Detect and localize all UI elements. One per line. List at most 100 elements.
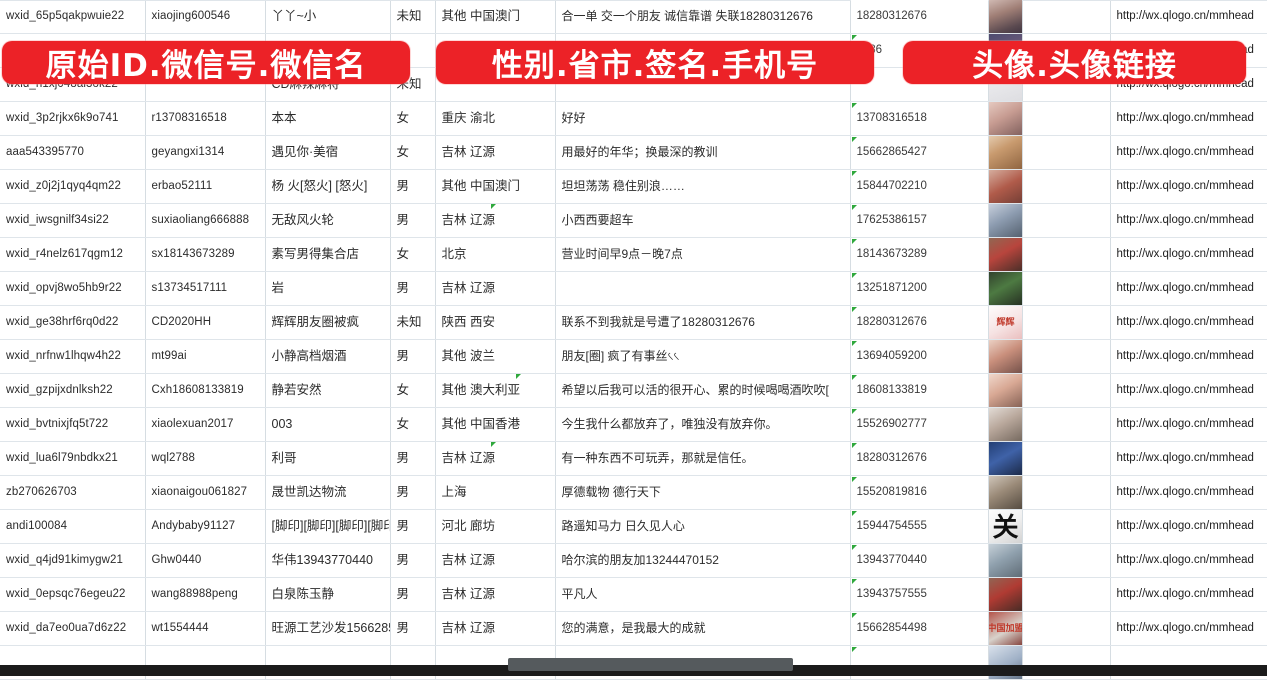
cell-original-id[interactable]: wxid_gzpijxdnlksh22	[0, 373, 146, 408]
cell-phone[interactable]: 15944754555	[850, 509, 989, 544]
cell-avatar[interactable]: 辉辉	[988, 305, 1023, 340]
cell-nickname[interactable]: 003	[265, 407, 391, 442]
cell-location[interactable]: 重庆 渝北	[435, 101, 556, 136]
cell-wxid[interactable]: suxiaoliang666888	[145, 203, 266, 238]
cell-spacer[interactable]	[1022, 101, 1111, 136]
cell-wxid[interactable]: xiaolexuan2017	[145, 407, 266, 442]
cell-phone[interactable]: 13694059200	[850, 339, 989, 374]
table-row[interactable]: wxid_gzpijxdnlksh22 Cxh18608133819 静若安然女其他…	[0, 373, 1267, 408]
cell-phone[interactable]: 13251871200	[850, 271, 989, 306]
cell-location[interactable]: 陕西 西安	[435, 305, 556, 340]
cell-location[interactable]: 其他 中国香港	[435, 407, 556, 442]
cell-original-id[interactable]: wxid_lua6l79nbdkx21	[0, 441, 146, 476]
cell-wxid[interactable]: CD2020HH	[145, 305, 266, 340]
cell-avatar[interactable]	[988, 271, 1023, 306]
cell-original-id[interactable]: wxid_bvtnixjfq5t722	[0, 407, 146, 442]
cell-avatar[interactable]: 中国加盟	[988, 611, 1023, 646]
cell-spacer[interactable]	[1022, 339, 1111, 374]
cell-sex[interactable]: 男	[390, 203, 436, 238]
cell-sex[interactable]: 男	[390, 509, 436, 544]
cell-location[interactable]: 吉林 辽源	[435, 577, 556, 612]
cell-nickname[interactable]: 杨 火[怒火] [怒火]	[265, 169, 391, 204]
table-row[interactable]: wxid_bvtnixjfq5t722 xiaolexuan2017 003 女其他 …	[0, 407, 1267, 442]
cell-sex[interactable]: 未知	[390, 305, 436, 340]
table-row[interactable]: wxid_r4nelz617qgm12 sx18143673289 素写男得集合店女…	[0, 237, 1267, 272]
cell-signature[interactable]: 小西西要超车	[555, 203, 851, 238]
cell-sex[interactable]: 男	[390, 169, 436, 204]
cell-signature[interactable]: 厚德载物 德行天下	[555, 475, 851, 510]
cell-location[interactable]: 其他 波兰	[435, 339, 556, 374]
cell-nickname[interactable]: 静若安然	[265, 373, 391, 408]
cell-sex[interactable]: 女	[390, 135, 436, 170]
table-row[interactable]: wxid_opvj8wo5hb9r22 s13734517111 岩男吉林 辽源 13…	[0, 271, 1267, 306]
cell-avatar[interactable]	[988, 373, 1023, 408]
cell-wxid[interactable]: wang88988peng	[145, 577, 266, 612]
cell-avatar-url[interactable]: http://wx.qlogo.cn/mmhead	[1110, 305, 1267, 340]
cell-nickname[interactable]: 白泉陈玉静	[265, 577, 391, 612]
cell-nickname[interactable]: 无敌风火轮	[265, 203, 391, 238]
cell-location[interactable]: 吉林 辽源	[435, 543, 556, 578]
cell-spacer[interactable]	[1022, 203, 1111, 238]
cell-location[interactable]: 其他 中国澳门	[435, 169, 556, 204]
table-row[interactable]: andi100084 Andybaby91127 [脚印][脚印][脚印][脚印男河…	[0, 509, 1267, 544]
cell-avatar[interactable]	[988, 339, 1023, 374]
cell-spacer[interactable]	[1022, 509, 1111, 544]
cell-spacer[interactable]	[1022, 475, 1111, 510]
cell-sex[interactable]: 男	[390, 611, 436, 646]
cell-phone[interactable]: 15526902777	[850, 407, 989, 442]
cell-signature[interactable]: 用最好的年华；换最深的教训	[555, 135, 851, 170]
cell-sex[interactable]: 女	[390, 101, 436, 136]
cell-wxid[interactable]: wt1554444	[145, 611, 266, 646]
cell-avatar-url[interactable]: http://wx.qlogo.cn/mmhead	[1110, 441, 1267, 476]
cell-phone[interactable]: 17625386157	[850, 203, 989, 238]
cell-signature[interactable]: 坦坦荡荡 稳住别浪……	[555, 169, 851, 204]
table-row[interactable]: wxid_ge38hrf6rq0d22 CD2020HH 辉辉朋友圈被疯 未知 陕西 西…	[0, 305, 1267, 340]
cell-signature[interactable]: 希望以后我可以活的很开心、累的时候喝喝酒吹吹[	[555, 373, 851, 408]
cell-wxid[interactable]: sx18143673289	[145, 237, 266, 272]
cell-wxid[interactable]: xiaojing600546	[145, 0, 266, 34]
horizontal-scrollbar[interactable]	[0, 658, 1267, 676]
cell-location[interactable]: 河北 廊坊	[435, 509, 556, 544]
cell-avatar-url[interactable]: http://wx.qlogo.cn/mmhead	[1110, 577, 1267, 612]
cell-wxid[interactable]: Ghw0440	[145, 543, 266, 578]
cell-nickname[interactable]: 辉辉朋友圈被疯	[265, 305, 391, 340]
cell-avatar-url[interactable]: http://wx.qlogo.cn/mmhead	[1110, 509, 1267, 544]
cell-spacer[interactable]	[1022, 611, 1111, 646]
cell-avatar[interactable]	[988, 237, 1023, 272]
cell-avatar[interactable]	[988, 407, 1023, 442]
cell-nickname[interactable]: 素写男得集合店	[265, 237, 391, 272]
cell-avatar-url[interactable]: http://wx.qlogo.cn/mmhead	[1110, 237, 1267, 272]
cell-avatar-url[interactable]: http://wx.qlogo.cn/mmhead	[1110, 339, 1267, 374]
cell-location[interactable]: 其他 澳大利亚	[435, 373, 556, 408]
cell-signature[interactable]	[555, 271, 851, 306]
cell-avatar-url[interactable]: http://wx.qlogo.cn/mmhead	[1110, 611, 1267, 646]
cell-avatar-url[interactable]: http://wx.qlogo.cn/mmhead	[1110, 135, 1267, 170]
cell-nickname[interactable]: 岩	[265, 271, 391, 306]
cell-location[interactable]: 吉林 辽源	[435, 271, 556, 306]
cell-phone[interactable]: 18280312676	[850, 0, 989, 34]
cell-original-id[interactable]: aaa543395770	[0, 135, 146, 170]
cell-signature[interactable]: 朋友[圈] 疯了有事丝৻৻	[555, 339, 851, 374]
cell-location[interactable]: 北京	[435, 237, 556, 272]
cell-location[interactable]: 吉林 辽源	[435, 135, 556, 170]
cell-avatar-url[interactable]: http://wx.qlogo.cn/mmhead	[1110, 475, 1267, 510]
cell-sex[interactable]: 女	[390, 407, 436, 442]
cell-phone[interactable]: 15662865427	[850, 135, 989, 170]
cell-phone[interactable]: 18280312676	[850, 441, 989, 476]
cell-phone[interactable]: 18608133819	[850, 373, 989, 408]
table-row[interactable]: wxid_lua6l79nbdkx21 wql2788 利哥男吉林 辽源 有一种东西不…	[0, 441, 1267, 476]
cell-nickname[interactable]: 丫丫~小	[265, 0, 391, 34]
cell-spacer[interactable]	[1022, 305, 1111, 340]
cell-avatar-url[interactable]: http://wx.qlogo.cn/mmhead	[1110, 407, 1267, 442]
cell-spacer[interactable]	[1022, 543, 1111, 578]
cell-avatar-url[interactable]: http://wx.qlogo.cn/mmhead	[1110, 543, 1267, 578]
cell-nickname[interactable]: 旺源工艺沙发15662854	[265, 611, 391, 646]
cell-spacer[interactable]	[1022, 135, 1111, 170]
table-row[interactable]: wxid_65p5qakpwuie22 xiaojing600546 丫丫~小 未知其…	[0, 0, 1267, 34]
cell-original-id[interactable]: wxid_nrfnw1lhqw4h22	[0, 339, 146, 374]
cell-wxid[interactable]: s13734517111	[145, 271, 266, 306]
cell-nickname[interactable]: 遇见你·美宿	[265, 135, 391, 170]
cell-spacer[interactable]	[1022, 407, 1111, 442]
cell-nickname[interactable]: 小静高档烟酒	[265, 339, 391, 374]
cell-avatar-url[interactable]: http://wx.qlogo.cn/mmhead	[1110, 169, 1267, 204]
